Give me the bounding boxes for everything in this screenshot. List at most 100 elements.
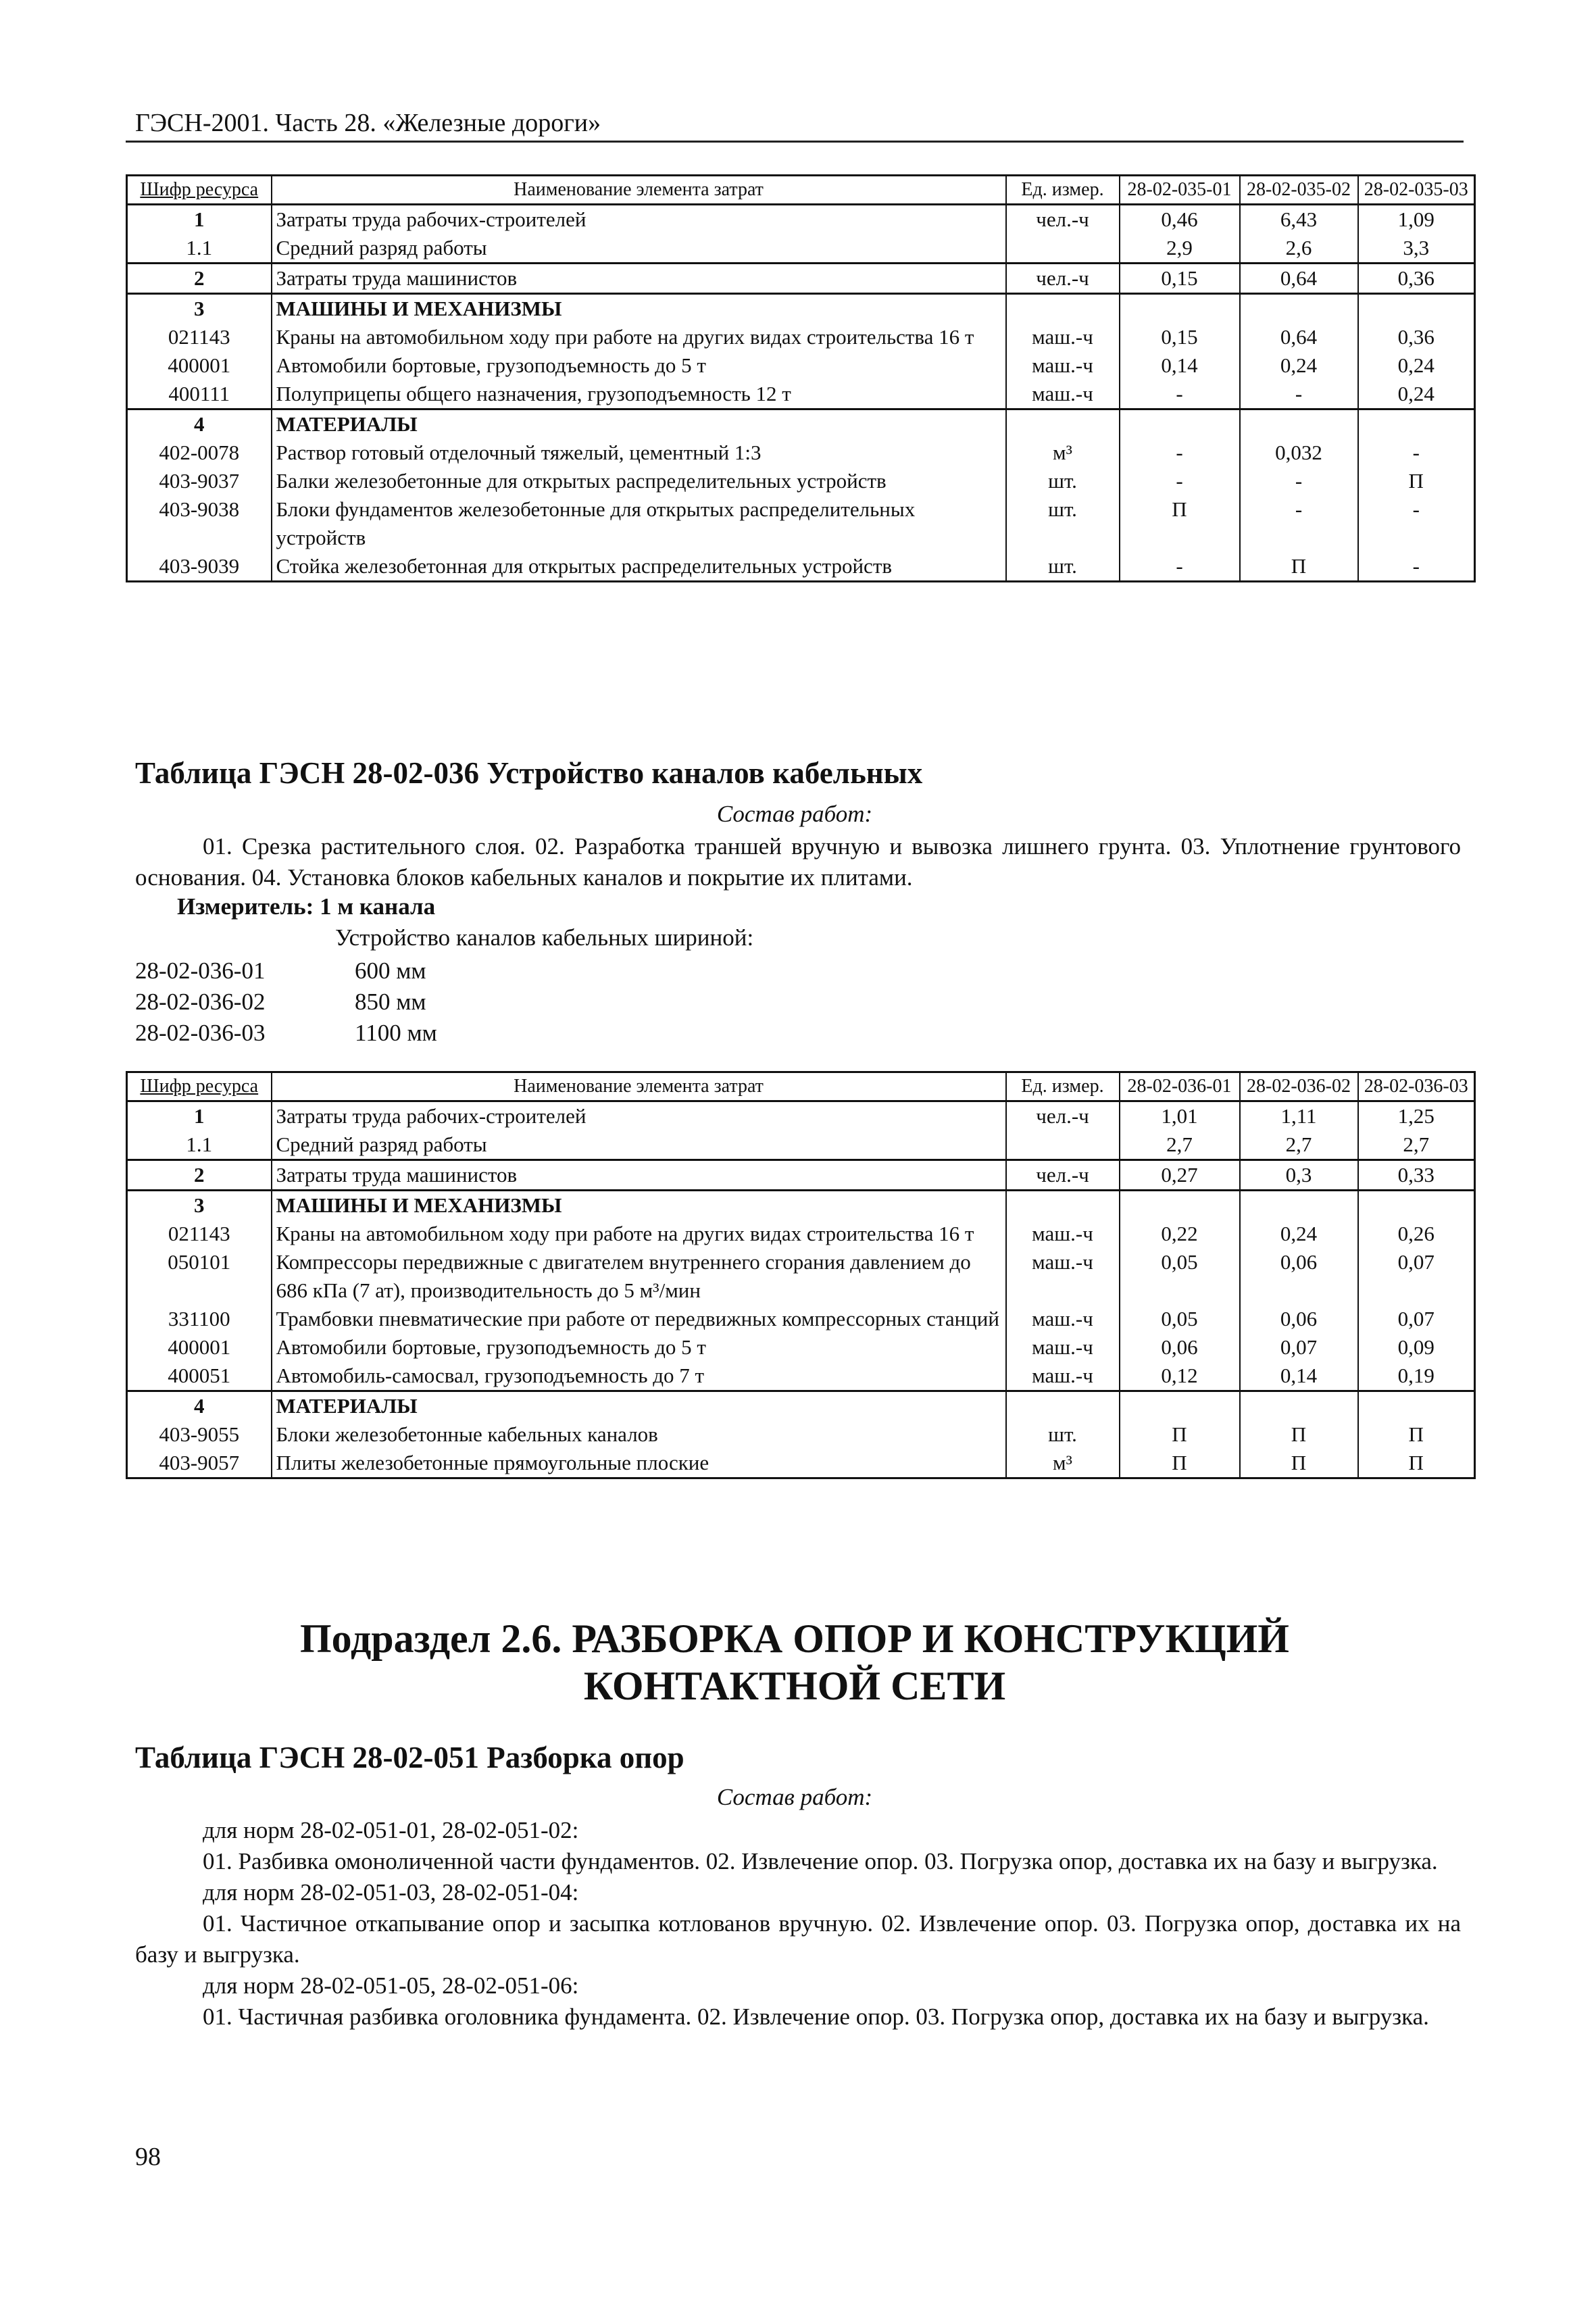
table-row: 400001 Автомобили бортовые, грузоподъемно… [126,1333,1476,1362]
value-col-1: 0,27 [1118,1159,1241,1191]
unit [1005,1189,1120,1220]
table-row: 1.1 Средний разряд работы 2,7 2,7 2,7 [126,1130,1476,1160]
value-col-3: 3,3 [1357,234,1476,264]
unit [1005,1130,1120,1160]
resource-name: МАШИНЫ И МЕХАНИЗМЫ [270,293,1007,323]
norms-list: 28-02-036-01 600 мм 28-02-036-02 850 мм 28… [135,955,437,1049]
resource-name: Автомобили бортовые, грузоподъемность до… [270,351,1007,380]
value-col-3: 1,09 [1357,203,1476,234]
value-col-2 [1239,408,1359,439]
value-col-2: 0,032 [1239,439,1359,467]
unit [1005,408,1120,439]
resource-name: Плиты железобетонные прямоугольные плоск… [270,1449,1007,1478]
header-col-2: 28-02-036-02 [1239,1071,1359,1102]
resource-code: 400051 [126,1362,272,1391]
work-composition-label-036: Состав работ: [716,801,873,827]
value-col-2: 0,64 [1239,323,1359,351]
value-col-3 [1357,1390,1476,1420]
value-col-1: 0,15 [1118,323,1241,351]
table-row: 021143 Краны на автомобильном ходу при ра… [126,1220,1476,1248]
norm-value: 600 мм [355,957,426,984]
value-col-3: 0,24 [1357,351,1476,380]
value-col-1: 0,05 [1118,1305,1241,1333]
value-col-3: 0,07 [1357,1248,1476,1305]
resource-name: Затраты труда рабочих-строителей [270,203,1007,234]
norms-subtitle: Устройство каналов кабельных шириной: [335,924,754,951]
value-col-1: - [1118,439,1241,467]
work-text: 01. Частичная разбивка оголовника фундам… [203,2003,1429,2030]
resource-name: МАТЕРИАЛЫ [270,1390,1007,1420]
resource-code: 2 [126,262,272,294]
resource-code: 021143 [126,323,272,351]
unit [1005,234,1120,264]
resource-name: МАШИНЫ И МЕХАНИЗМЫ [270,1189,1007,1220]
resource-name: Балки железобетонные для открытых распре… [270,467,1007,495]
header-col-3: 28-02-036-03 [1357,1071,1476,1102]
work-text: 01. Частичное откапывание опор и засыпка… [135,1910,1461,1968]
table-row: 403-9038 Блоки фундаментов железобетонные… [126,495,1476,552]
value-col-2 [1239,1189,1359,1220]
resource-name: Блоки железобетонные кабельных каналов [270,1420,1007,1449]
value-col-2: 0,64 [1239,262,1359,294]
resource-name: Средний разряд работы [270,234,1007,264]
value-col-3: - [1357,439,1476,467]
norm-item: 28-02-036-02 850 мм [135,987,437,1018]
value-col-1: 0,15 [1118,262,1241,294]
resource-table-035: Шифр ресурса Наименование элемента затра… [126,174,1476,582]
table-row: 400001 Автомобили бортовые, грузоподъемно… [126,351,1476,380]
resource-table-036: Шифр ресурса Наименование элемента затра… [126,1071,1476,1479]
value-col-1 [1118,293,1241,323]
work-composition-051: для норм 28-02-051-01, 28-02-051-02: 01.… [135,1815,1461,2033]
table-row: 331100 Трамбовки пневматические при работ… [126,1305,1476,1333]
resource-code: 050101 [126,1248,272,1305]
resource-name: Средний разряд работы [270,1130,1007,1160]
unit: маш.-ч [1005,1305,1120,1333]
value-col-3 [1357,1189,1476,1220]
resource-code: 403-9055 [126,1420,272,1449]
value-col-3: 0,07 [1357,1305,1476,1333]
value-col-2: П [1239,1420,1359,1449]
value-col-1: П [1118,1449,1241,1478]
header-unit: Ед. измер. [1005,174,1120,205]
resource-code: 1.1 [126,234,272,264]
table-row: 021143 Краны на автомобильном ходу при ра… [126,323,1476,351]
value-col-2: П [1239,1449,1359,1478]
resource-name: Раствор готовый отделочный тяжелый, цеме… [270,439,1007,467]
meter-label: Измеритель: 1 м канала [177,893,436,920]
value-col-1: 2,7 [1118,1130,1241,1160]
resource-code: 400001 [126,1333,272,1362]
unit: м³ [1005,1449,1120,1478]
norm-code: 28-02-036-02 [135,989,266,1015]
table-row: 4 МАТЕРИАЛЫ [126,1390,1476,1420]
table-row: 2 Затраты труда машинистов чел.-ч 0,15 0,64 0… [126,262,1476,294]
unit: шт. [1005,1420,1120,1449]
resource-name: Автомобиль-самосвал, грузоподъемность до… [270,1362,1007,1391]
table-row: 050101 Компрессоры передвижные с двигател… [126,1248,1476,1305]
unit: чел.-ч [1005,1159,1120,1191]
header-rule [126,141,1464,143]
section-title-051: Таблица ГЭСН 28-02-051 Разборка опор [135,1741,684,1774]
resource-name: МАТЕРИАЛЫ [270,408,1007,439]
table-header-row: Шифр ресурса Наименование элемента затра… [126,174,1476,205]
unit [1005,1390,1120,1420]
unit [1005,293,1120,323]
value-col-1: 0,12 [1118,1362,1241,1391]
value-col-1: П [1118,495,1241,552]
norm-scope: для норм 28-02-051-05, 28-02-051-06: [203,1972,579,1999]
page-number: 98 [135,2143,161,2171]
unit: м³ [1005,439,1120,467]
value-col-2: 2,6 [1239,234,1359,264]
header-shifr: Шифр ресурса [126,174,272,205]
resource-name: Затраты труда машинистов [270,262,1007,294]
value-col-1: - [1118,380,1241,409]
resource-code: 3 [126,293,272,323]
value-col-1: 0,14 [1118,351,1241,380]
value-col-2: - [1239,495,1359,552]
value-col-2: 0,3 [1239,1159,1359,1191]
table-row: 403-9037 Балки железобетонные для открыты… [126,467,1476,495]
table-row: 403-9055 Блоки железобетонные кабельных к… [126,1420,1476,1449]
unit: чел.-ч [1005,203,1120,234]
value-col-1: - [1118,552,1241,582]
value-col-1: П [1118,1420,1241,1449]
unit: чел.-ч [1005,262,1120,294]
